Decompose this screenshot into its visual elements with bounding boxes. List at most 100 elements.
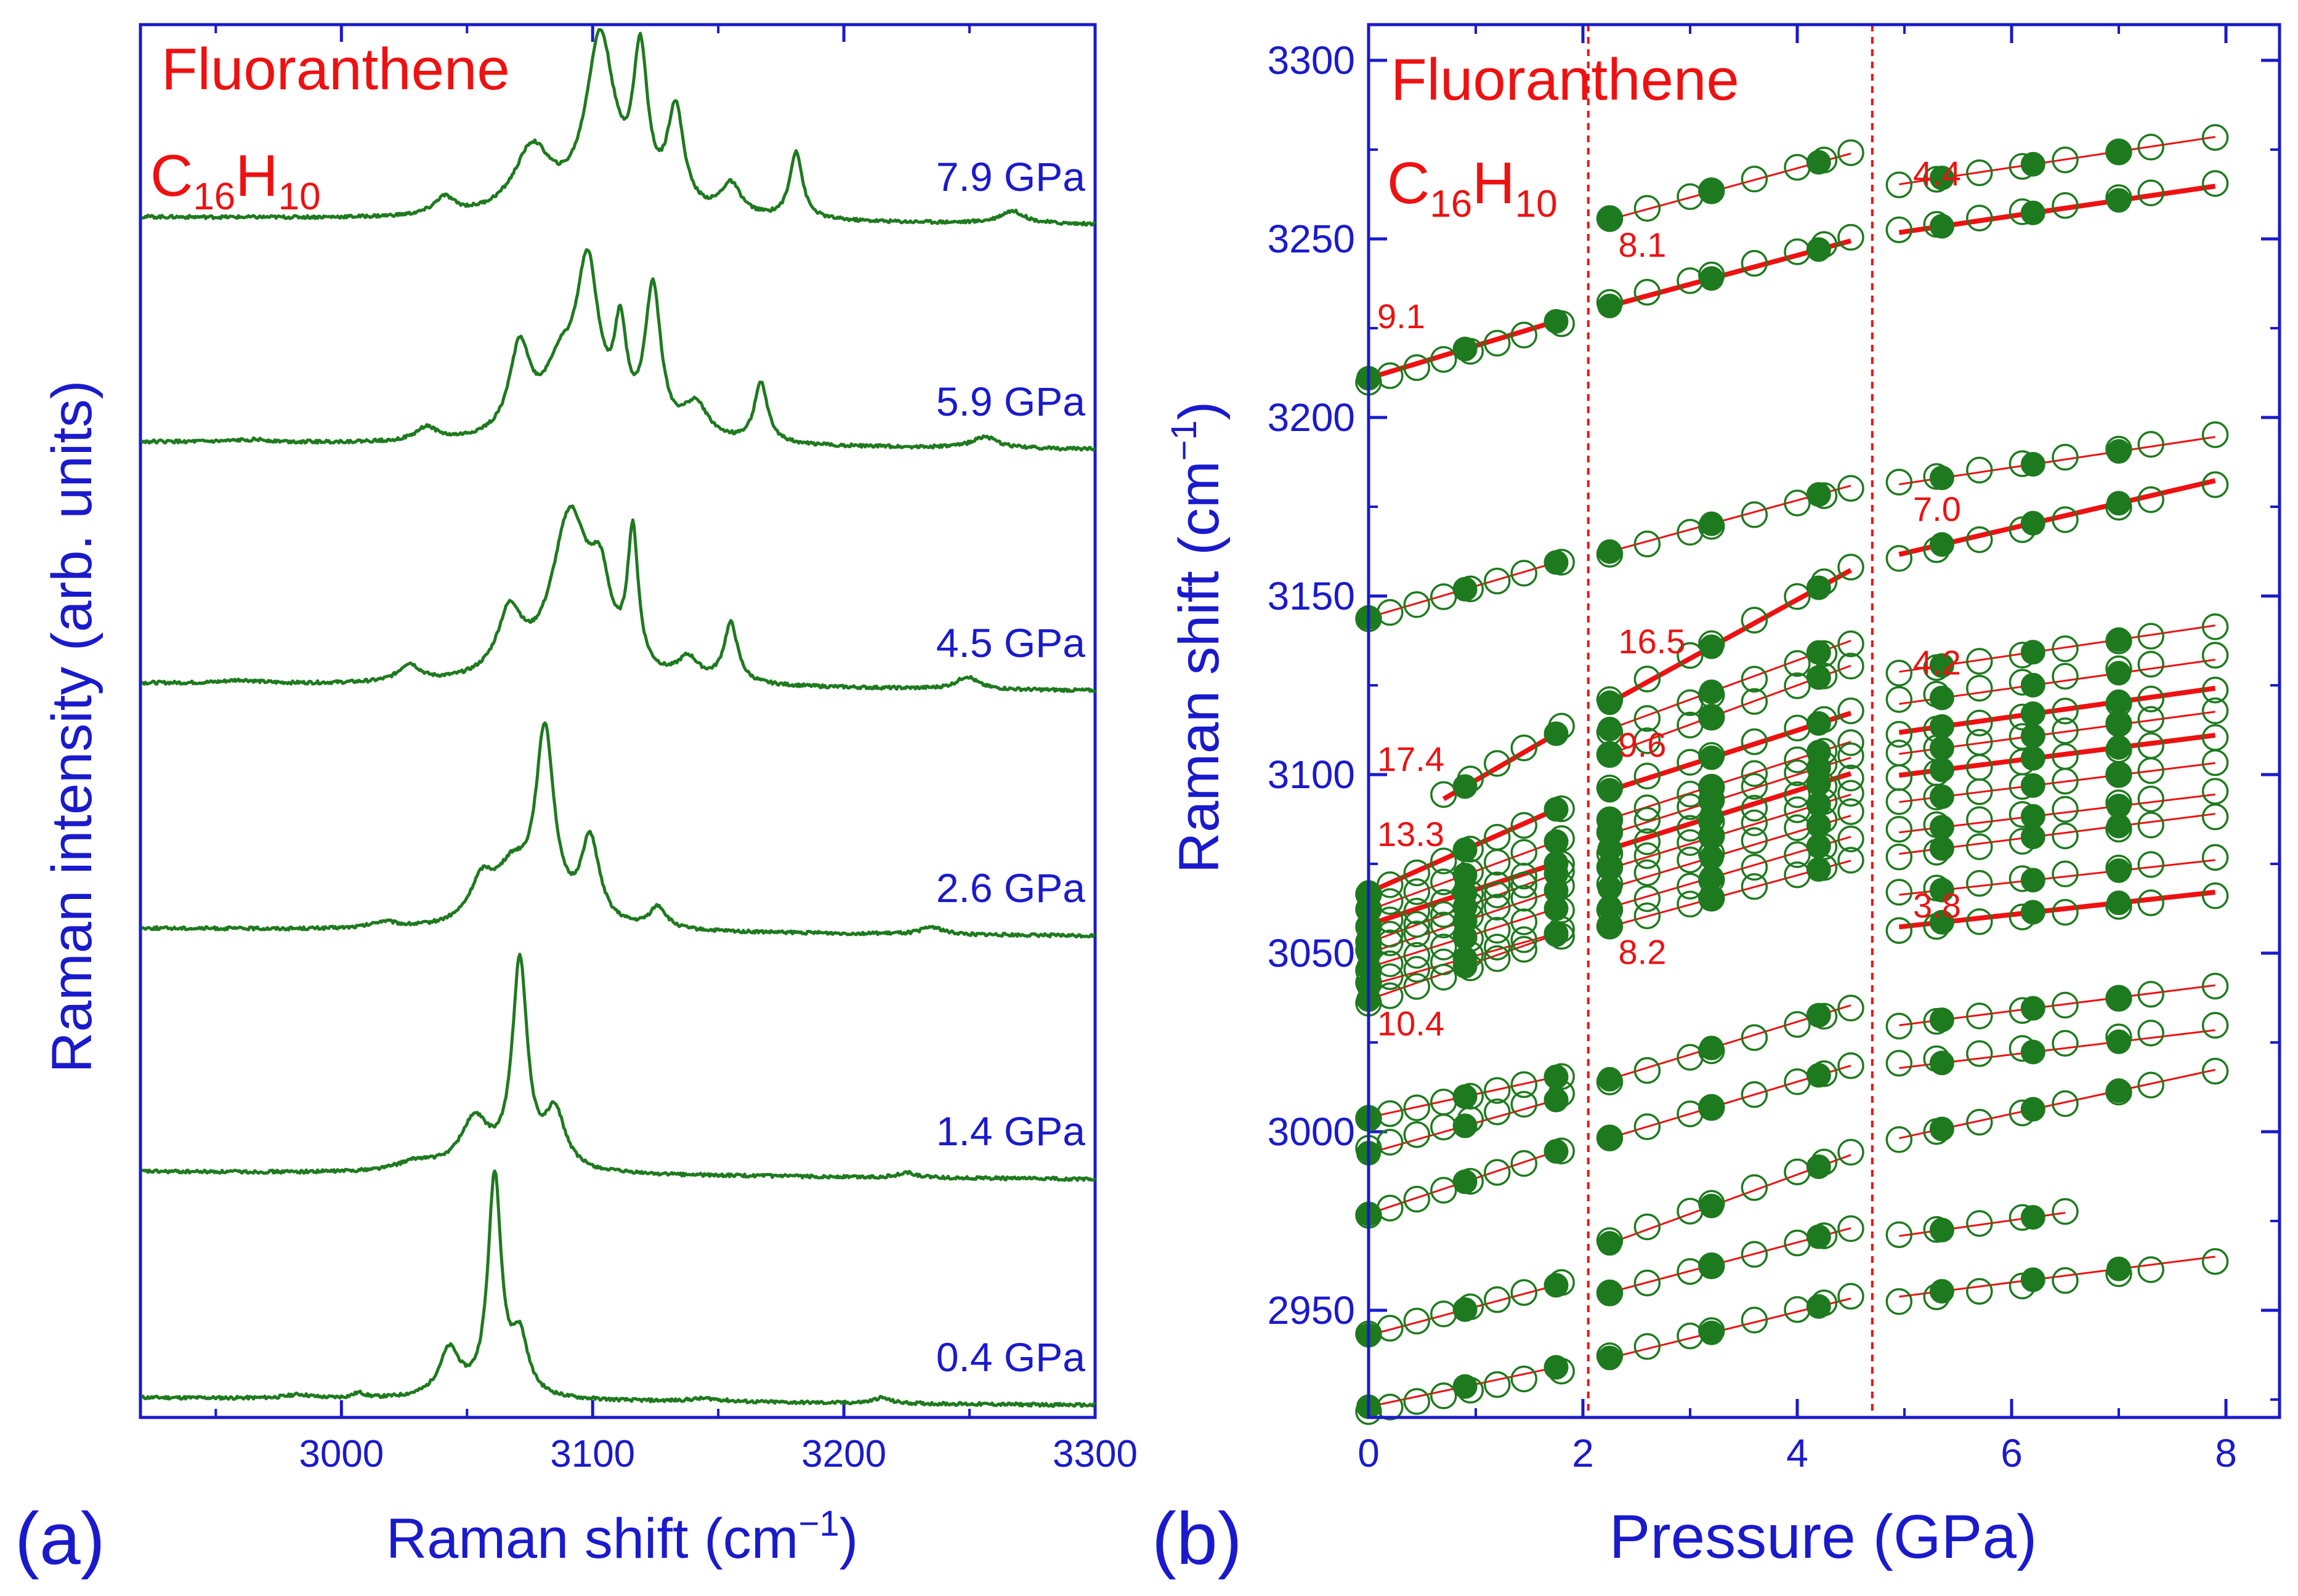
open-circle-marker: [1633, 807, 1661, 834]
spectrum-1.4-gpa: [141, 953, 1096, 1182]
filled-circle-marker: [2020, 773, 2045, 798]
open-circle-marker: [1741, 688, 1768, 715]
open-circle-marker: [1885, 659, 1913, 687]
panel-b-y-axis-label: Raman shift (cm−1): [1164, 401, 1231, 873]
filled-circle-marker: [2020, 510, 2045, 536]
filled-circle-marker: [1699, 704, 1724, 730]
filled-circle-marker: [1699, 1036, 1724, 1061]
open-circle-marker: [2137, 179, 2164, 207]
open-circle-marker: [1510, 321, 1538, 349]
open-circle-marker: [1837, 630, 1864, 658]
open-circle-marker: [2201, 724, 2229, 751]
filled-circle-marker: [2020, 672, 2045, 698]
panel-b-formula: C16H10: [1387, 150, 1558, 225]
open-circle-marker: [2137, 1019, 2164, 1047]
filled-circle-marker: [2020, 868, 2045, 893]
filled-circle-marker: [1597, 778, 1622, 803]
filled-circle-marker: [2106, 1078, 2131, 1103]
open-circle-marker: [1741, 873, 1768, 900]
panel-b-ticks: 0 2 4 6 8 2950 3000 3050 3100 3150 3200 3250 3300: [1268, 25, 2280, 1475]
slope-annotation: 17.4: [1377, 740, 1444, 778]
open-circle-marker: [1677, 873, 1704, 900]
filled-circle-marker: [1597, 717, 1622, 742]
open-circle-marker: [1966, 648, 1993, 675]
open-circle-marker: [1510, 734, 1538, 762]
filled-circle-marker: [2020, 200, 2045, 225]
open-circle-marker: [2052, 663, 2079, 690]
open-circle-marker: [1403, 973, 1431, 1000]
open-circle-marker: [1885, 1221, 1913, 1248]
panel-b-x-tick-label: 2: [1572, 1431, 1594, 1475]
slope-annotation: 7.0: [1913, 490, 1961, 528]
filled-circle-marker: [1597, 293, 1622, 318]
open-circle-marker: [1741, 166, 1768, 193]
open-circle-marker: [2137, 1256, 2164, 1283]
filled-circle-marker: [1543, 1087, 1569, 1113]
open-circle-marker: [1484, 1098, 1511, 1126]
open-circle-marker: [1966, 204, 1993, 232]
open-circle-marker: [2201, 778, 2229, 805]
open-circle-marker: [1403, 941, 1431, 969]
open-circle-marker: [1633, 195, 1661, 222]
panel-a-label: (a): [15, 1497, 105, 1580]
open-circle-marker: [1510, 812, 1538, 839]
filled-circle-marker: [1699, 266, 1724, 291]
open-circle-marker: [2137, 486, 2164, 514]
slope-annotation: 13.3: [1377, 815, 1444, 853]
open-circle-marker: [1966, 675, 1993, 702]
open-circle-marker: [1510, 1279, 1538, 1306]
filled-circle-marker: [2106, 1256, 2131, 1281]
panel-b-slope-annotations: 9.1 17.4 13.3 10.4 8.1 16.5 9.6 8.2 4.4 7.0 4.2 3.8: [1377, 154, 1961, 1042]
panel-a-frame: [139, 23, 1097, 1419]
open-circle-marker: [2201, 882, 2229, 909]
panel-b-y-tick-label: 3250: [1268, 217, 1355, 261]
filled-circle-marker: [1699, 774, 1724, 799]
open-circle-marker: [1885, 686, 1913, 713]
open-circle-marker: [1741, 773, 1768, 800]
filled-circle-marker: [2106, 762, 2131, 788]
open-circle-marker: [1966, 456, 1993, 484]
panel-a-formula: C16H10: [150, 143, 321, 218]
open-circle-marker: [1885, 1288, 1913, 1315]
filled-circle-marker: [2106, 794, 2131, 819]
open-circle-marker: [2052, 147, 2079, 174]
panel-a-x-tick-label: 3000: [299, 1433, 384, 1475]
filled-circle-marker: [1597, 741, 1622, 767]
filled-circle-marker: [1597, 1345, 1622, 1371]
panel-b-x-tick-label: 6: [2001, 1431, 2023, 1475]
open-circle-marker: [2052, 796, 2079, 823]
open-circle-marker: [2137, 685, 2164, 713]
open-circle-marker: [2201, 170, 2229, 197]
open-circle-marker: [1837, 764, 1864, 792]
open-circle-marker: [1430, 1382, 1457, 1409]
panel-a-x-tick-label: 3200: [801, 1433, 886, 1475]
open-circle-marker: [1741, 827, 1768, 854]
filled-circle-marker: [1597, 1280, 1622, 1305]
filled-circle-marker: [2020, 824, 2045, 850]
panel-a-x-axis-label: Raman shift (cm−1): [386, 1504, 858, 1570]
filled-circle-marker: [1929, 1279, 1954, 1304]
open-circle-marker: [1966, 908, 1993, 935]
open-circle-marker: [1837, 475, 1864, 502]
open-circle-marker: [1885, 545, 1913, 572]
open-circle-marker: [1784, 841, 1811, 868]
filled-circle-marker: [2106, 890, 2131, 916]
open-circle-marker: [1966, 159, 1993, 187]
open-circle-marker: [1633, 278, 1661, 306]
open-circle-marker: [1403, 591, 1431, 618]
panel-b-x-tick-label: 4: [1786, 1431, 1808, 1475]
open-circle-marker: [1403, 878, 1431, 905]
open-circle-marker: [2052, 443, 2079, 471]
filled-circle-marker: [1806, 575, 1831, 600]
slope-annotation: 9.6: [1619, 725, 1667, 764]
slope-annotation: 10.4: [1377, 1004, 1444, 1042]
open-circle-marker: [1633, 1333, 1661, 1360]
filled-circle-marker: [1929, 714, 1954, 739]
filled-circle-marker: [1452, 862, 1478, 887]
filled-circle-marker: [2020, 1267, 2045, 1292]
open-circle-marker: [2052, 717, 2079, 744]
panel-b-y-tick-label: 3000: [1268, 1110, 1355, 1154]
filled-circle-marker: [2020, 151, 2045, 177]
filled-circle-marker: [1929, 757, 1954, 783]
